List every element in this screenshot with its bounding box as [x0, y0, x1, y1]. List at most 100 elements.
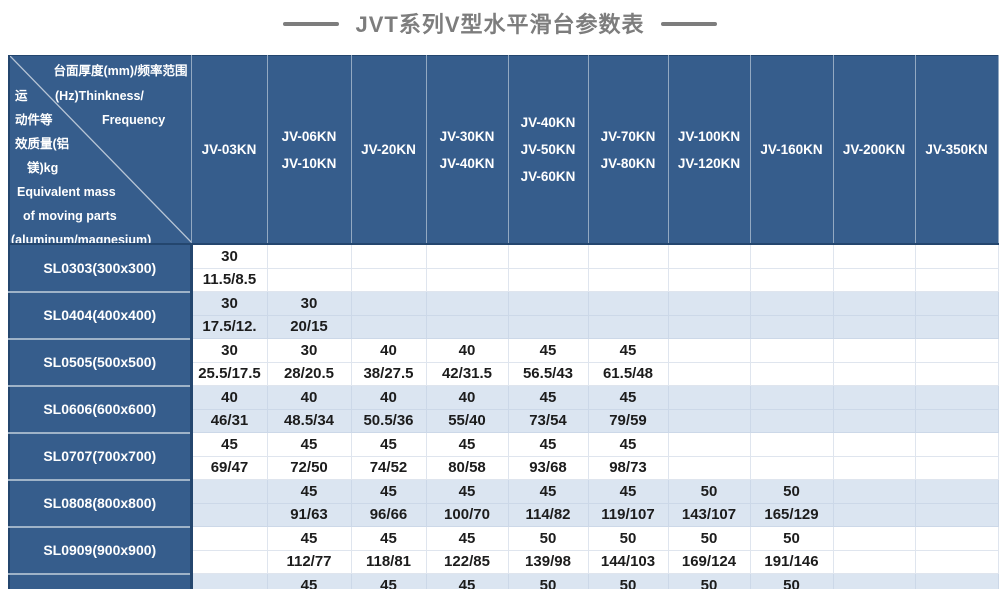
title-dash-right: [660, 22, 717, 26]
mass-cell: [507, 267, 589, 292]
mass-cell: 11.5/8.5: [190, 267, 268, 292]
thickness-cell: 30: [266, 338, 352, 363]
mass-cell: 20/15: [266, 314, 352, 339]
thickness-cell: 45: [507, 479, 589, 504]
thickness-cell: 40: [425, 338, 509, 363]
thickness-cell: 30: [190, 243, 268, 269]
thickness-cell: [914, 243, 999, 269]
corner-text: 台面厚度(mm)/频率范围: [53, 64, 188, 78]
thickness-cell: 30: [190, 291, 268, 316]
thickness-cell: 50: [749, 479, 834, 504]
thickness-cell: 45: [266, 479, 352, 504]
mass-cell: [667, 267, 751, 292]
thickness-cell: 45: [507, 385, 589, 410]
thickness-cell: [190, 526, 268, 551]
mass-cell: [914, 549, 999, 574]
thickness-cell: [667, 432, 751, 457]
mass-cell: [749, 267, 834, 292]
row-label: SL0404(400x400): [9, 290, 193, 339]
table-row-mass: 11.5/8.5: [9, 267, 999, 292]
corner-text: (Hz)Thinkness/: [55, 89, 144, 103]
mass-cell: 50.5/36: [350, 408, 427, 433]
thickness-cell: 45: [425, 432, 509, 457]
thickness-cell: 40: [350, 338, 427, 363]
thickness-cell: 50: [587, 526, 669, 551]
table-body: SL0303(300x300) 30 11.5/8.5 SL0404(400x400)…: [9, 243, 999, 589]
thickness-cell: 45: [587, 432, 669, 457]
mass-cell: 46/31: [190, 408, 268, 433]
thickness-cell: 45: [350, 573, 427, 589]
mass-cell: [667, 361, 751, 386]
thickness-cell: [425, 291, 509, 316]
mass-cell: [914, 455, 999, 480]
thickness-cell: [832, 479, 916, 504]
thickness-cell: [832, 432, 916, 457]
thickness-cell: 50: [749, 526, 834, 551]
thickness-cell: [914, 385, 999, 410]
header-row: 台面厚度(mm)/频率范围 运 (Hz)Thinkness/ 动件等 Frequ…: [9, 55, 999, 245]
thickness-cell: [832, 243, 916, 269]
title-dash-left: [283, 22, 340, 26]
mass-cell: 79/59: [587, 408, 669, 433]
mass-cell: 165/129: [749, 502, 834, 527]
column-header: JV-40KN JV-50KN JV-60KN: [508, 55, 589, 245]
thickness-cell: 45: [587, 338, 669, 363]
column-header: JV-100KN JV-120KN: [668, 55, 751, 245]
column-header: JV-160KN: [750, 55, 834, 245]
thickness-cell: [749, 432, 834, 457]
corner-header-cell: 台面厚度(mm)/频率范围 运 (Hz)Thinkness/ 动件等 Frequ…: [9, 55, 192, 245]
mass-cell: 48.5/34: [266, 408, 352, 433]
mass-cell: 74/52: [350, 455, 427, 480]
parameter-table: 台面厚度(mm)/频率范围 运 (Hz)Thinkness/ 动件等 Frequ…: [8, 55, 999, 589]
thickness-cell: [832, 291, 916, 316]
table-row-thickness: SL0909(900x900) 45 45 45 50 50 50 50: [9, 525, 999, 574]
mass-cell: 139/98: [507, 549, 589, 574]
thickness-cell: [749, 243, 834, 269]
thickness-cell: [832, 385, 916, 410]
mass-cell: [350, 314, 427, 339]
mass-cell: [667, 314, 751, 339]
thickness-cell: 45: [350, 432, 427, 457]
thickness-cell: 50: [587, 573, 669, 589]
mass-cell: 169/124: [667, 549, 751, 574]
thickness-cell: 50: [507, 526, 589, 551]
thickness-cell: 40: [350, 385, 427, 410]
row-label: SL0505(500x500): [9, 337, 193, 386]
mass-cell: [425, 314, 509, 339]
thickness-cell: [266, 243, 352, 269]
thickness-cell: [507, 291, 589, 316]
diagonal-divider: [10, 56, 190, 242]
mass-cell: 119/107: [587, 502, 669, 527]
thickness-cell: 30: [266, 291, 352, 316]
thickness-cell: 45: [350, 526, 427, 551]
mass-cell: 191/146: [749, 549, 834, 574]
page-title-text: JVT系列V型水平滑台参数表: [355, 12, 645, 37]
thickness-cell: 45: [507, 432, 589, 457]
thickness-cell: [914, 479, 999, 504]
mass-cell: [832, 455, 916, 480]
thickness-cell: 50: [507, 573, 589, 589]
column-header: JV-20KN: [351, 55, 427, 245]
thickness-cell: 50: [667, 573, 751, 589]
mass-cell: 143/107: [667, 502, 751, 527]
column-header: JV-30KN JV-40KN: [426, 55, 509, 245]
column-header: JV-70KN JV-80KN: [588, 55, 669, 245]
mass-cell: [587, 314, 669, 339]
mass-cell: 42/31.5: [425, 361, 509, 386]
table-row-mass: 46/31 48.5/34 50.5/36 55/40 73/54 79/59: [9, 408, 999, 433]
thickness-cell: 45: [425, 479, 509, 504]
corner-text: 效质量(铝: [15, 137, 70, 151]
thickness-cell: 45: [587, 479, 669, 504]
corner-text: 镁)kg: [27, 161, 59, 175]
thickness-cell: 45: [266, 573, 352, 589]
mass-cell: [832, 549, 916, 574]
mass-cell: 61.5/48: [587, 361, 669, 386]
mass-cell: [914, 502, 999, 527]
mass-cell: [667, 408, 751, 433]
table-row-thickness: SL0404(400x400) 30 30: [9, 290, 999, 339]
row-label: SL0606(600x600): [9, 384, 193, 433]
corner-text: (aluminum/magnesium): [11, 233, 152, 244]
row-label: SL0808(800x800): [9, 478, 193, 527]
thickness-cell: 45: [266, 526, 352, 551]
thickness-cell: [749, 385, 834, 410]
